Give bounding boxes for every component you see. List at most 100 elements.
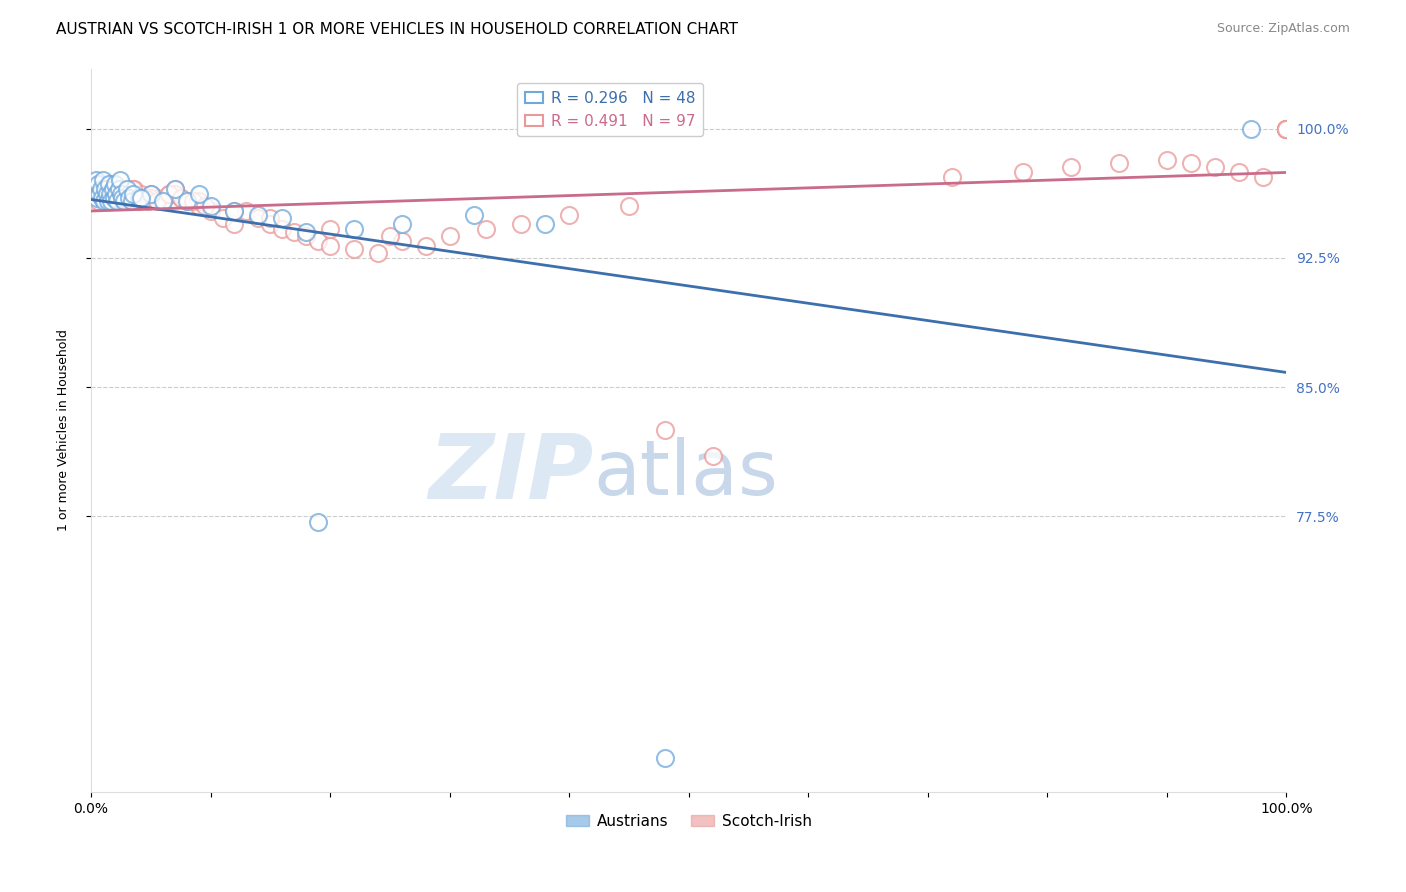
Point (91, 173, 114, 187)
Point (97, 194, 120, 209)
Point (139, 187, 162, 202)
Point (510, 217, 533, 231)
Point (97, 177, 120, 191)
Point (114, 194, 136, 209)
Point (134, 191, 156, 205)
Point (105, 194, 128, 209)
Point (1275, 121, 1298, 136)
Point (83, 182, 105, 196)
Point (283, 225, 305, 239)
Point (139, 187, 162, 202)
Point (1275, 121, 1298, 136)
Point (121, 187, 143, 202)
Point (115, 194, 138, 209)
Point (259, 217, 281, 231)
Point (1239, 121, 1261, 136)
Point (307, 234, 329, 248)
Point (100, 194, 122, 209)
Point (101, 182, 124, 196)
Point (170, 191, 193, 205)
Point (176, 194, 198, 209)
Point (1275, 121, 1298, 136)
Point (152, 194, 174, 209)
Point (1275, 121, 1298, 136)
Point (98, 187, 121, 202)
Point (87, 177, 110, 191)
Point (157, 187, 180, 202)
Point (100, 194, 122, 209)
Point (463, 208, 485, 222)
Point (941, 169, 963, 184)
Point (96, 194, 118, 209)
Point (1275, 121, 1298, 136)
Point (104, 177, 127, 191)
Point (121, 194, 143, 209)
Point (1060, 160, 1083, 174)
Point (111, 187, 134, 202)
Point (1180, 156, 1202, 170)
Point (108, 182, 131, 196)
Point (103, 191, 125, 205)
Point (1227, 165, 1250, 179)
Point (152, 194, 174, 209)
Point (187, 194, 209, 209)
Point (319, 239, 342, 253)
Point (138, 194, 160, 209)
Point (391, 217, 413, 231)
Point (558, 208, 581, 222)
Point (295, 228, 318, 243)
Text: Source: ZipAtlas.com: Source: ZipAtlas.com (1216, 22, 1350, 36)
Point (319, 221, 342, 235)
Point (439, 228, 461, 243)
Point (93, 187, 115, 202)
Point (534, 217, 557, 231)
Point (211, 211, 233, 226)
Point (129, 191, 152, 205)
Point (157, 187, 180, 202)
Point (87, 194, 110, 209)
Point (121, 194, 143, 209)
Point (1012, 165, 1035, 179)
Point (1275, 121, 1298, 136)
Point (391, 234, 413, 248)
Point (110, 187, 132, 202)
Point (224, 204, 246, 219)
Point (125, 191, 148, 205)
Legend: Austrians, Scotch-Irish: Austrians, Scotch-Irish (560, 808, 818, 835)
Point (702, 449, 724, 463)
Point (118, 182, 141, 196)
Point (114, 182, 136, 196)
Point (1275, 121, 1298, 136)
Point (295, 225, 318, 239)
Point (115, 182, 138, 196)
Point (91, 191, 114, 205)
Point (145, 191, 167, 205)
Point (97, 187, 120, 202)
Point (307, 515, 329, 529)
Point (654, 750, 676, 764)
Point (163, 187, 186, 202)
Point (1156, 153, 1178, 167)
Point (247, 208, 270, 222)
Point (84, 173, 107, 187)
Point (86, 191, 108, 205)
Point (235, 204, 257, 219)
Point (110, 187, 132, 202)
Point (89, 187, 111, 202)
Point (224, 217, 246, 231)
Point (187, 187, 209, 202)
Point (105, 194, 128, 209)
Point (105, 187, 128, 202)
Point (104, 182, 127, 196)
Point (121, 187, 143, 202)
Point (170, 191, 193, 205)
Text: ZIP: ZIP (427, 430, 593, 517)
Point (134, 191, 156, 205)
Point (96, 187, 118, 202)
Point (474, 221, 496, 235)
Point (367, 245, 389, 260)
Point (122, 182, 145, 196)
Point (163, 182, 186, 196)
Point (247, 211, 270, 226)
Point (105, 187, 128, 202)
